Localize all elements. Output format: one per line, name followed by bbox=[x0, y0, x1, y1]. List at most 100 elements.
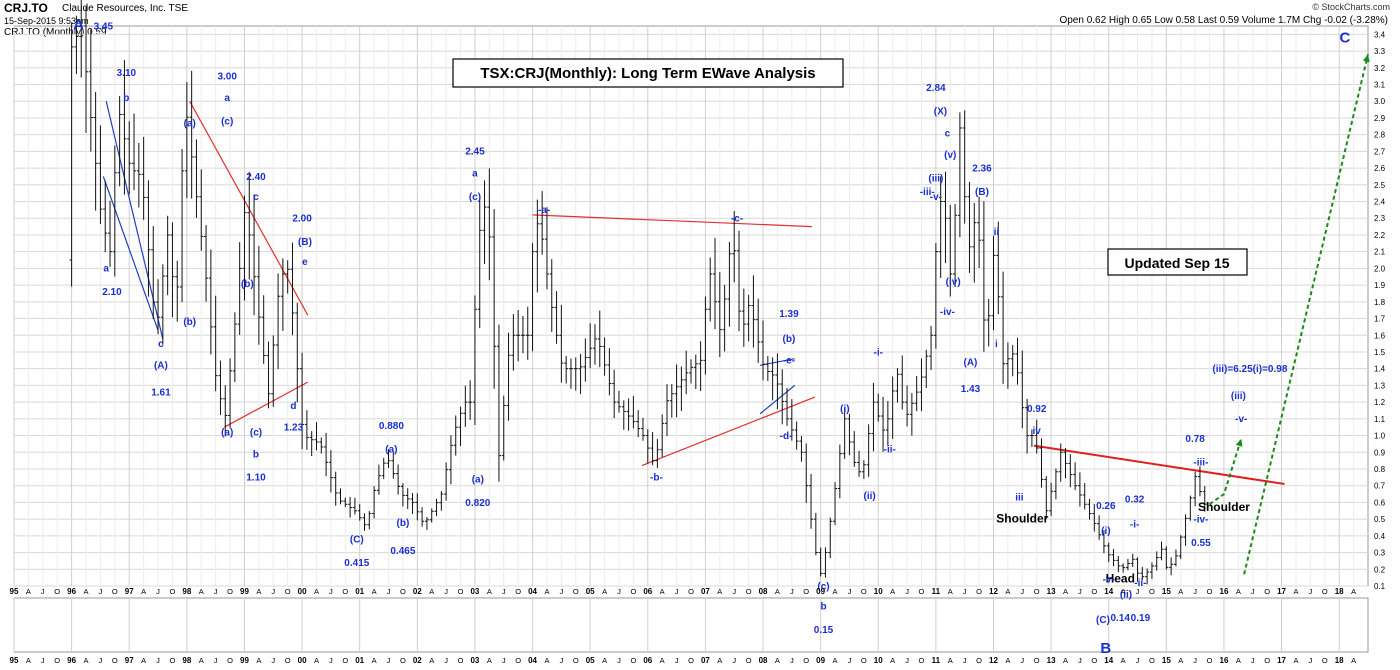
wave-label: a bbox=[472, 168, 478, 179]
wave-label: -ii- bbox=[1134, 578, 1146, 589]
x-year-label: 12 bbox=[989, 587, 998, 596]
wave-label: 2.00 bbox=[292, 214, 312, 225]
wave-label: (c) bbox=[469, 192, 481, 203]
x-quarter-label: O bbox=[342, 587, 348, 596]
x-quarter-label: A bbox=[544, 587, 549, 596]
wave-label: (a) bbox=[385, 444, 397, 455]
y-tick-label: 0.5 bbox=[1374, 515, 1386, 524]
x-quarter-label: J bbox=[214, 587, 218, 596]
x-quarter-label: J bbox=[675, 656, 679, 665]
x-year-label: 11 bbox=[932, 587, 941, 596]
wave-label: iii bbox=[1015, 493, 1024, 504]
x-quarter-label: A bbox=[26, 587, 31, 596]
wave-label: c bbox=[158, 339, 164, 350]
projection-line bbox=[1243, 54, 1369, 575]
x-quarter-label: O bbox=[976, 587, 982, 596]
x-year-label: 95 bbox=[10, 656, 19, 665]
x-quarter-label: A bbox=[1236, 587, 1241, 596]
x-quarter-label: O bbox=[803, 587, 809, 596]
x-quarter-label: J bbox=[1193, 656, 1197, 665]
x-quarter-label: A bbox=[660, 587, 665, 596]
y-tick-label: 2.9 bbox=[1374, 114, 1386, 123]
x-quarter-label: O bbox=[1322, 587, 1328, 596]
x-quarter-label: J bbox=[329, 587, 333, 596]
wave-label: (v) bbox=[944, 150, 956, 161]
wave-label: Shoulder bbox=[1198, 500, 1250, 514]
y-tick-label: 2.5 bbox=[1374, 181, 1386, 190]
x-quarter-label: A bbox=[1005, 587, 1010, 596]
x-quarter-label: O bbox=[1207, 656, 1213, 665]
x-quarter-label: A bbox=[487, 656, 492, 665]
x-year-label: 02 bbox=[413, 587, 422, 596]
x-year-label: 06 bbox=[643, 656, 652, 665]
x-quarter-label: A bbox=[1063, 656, 1068, 665]
x-quarter-label: A bbox=[544, 656, 549, 665]
x-year-label: 14 bbox=[1104, 587, 1113, 596]
x-year-label: 08 bbox=[759, 587, 768, 596]
x-year-label: 00 bbox=[298, 587, 307, 596]
wave-label: -a- bbox=[538, 205, 550, 216]
x-quarter-label: J bbox=[732, 656, 736, 665]
x-year-label: 02 bbox=[413, 656, 422, 665]
wave-label: -iv- bbox=[940, 307, 955, 318]
wave-label: (C) bbox=[350, 535, 364, 546]
wave-label: A bbox=[73, 16, 84, 33]
wave-label: c bbox=[253, 192, 259, 203]
wave-label: 0.26 bbox=[1096, 501, 1116, 512]
x-year-label: 05 bbox=[586, 587, 595, 596]
x-year-label: 07 bbox=[701, 656, 710, 665]
wave-label: Head bbox=[1106, 572, 1135, 586]
chart-title: TSX:CRJ(Monthly): Long Term EWave Analys… bbox=[480, 65, 815, 82]
wave-label: 0.92 bbox=[1027, 404, 1047, 415]
x-quarter-label: J bbox=[1136, 587, 1140, 596]
x-quarter-label: J bbox=[790, 656, 794, 665]
x-quarter-label: J bbox=[387, 656, 391, 665]
x-quarter-label: A bbox=[1293, 656, 1298, 665]
x-quarter-label: J bbox=[1309, 656, 1313, 665]
x-year-label: 18 bbox=[1335, 656, 1344, 665]
x-quarter-label: O bbox=[803, 656, 809, 665]
x-quarter-label: A bbox=[1121, 656, 1126, 665]
y-tick-label: 1.9 bbox=[1374, 281, 1386, 290]
y-tick-label: 1.3 bbox=[1374, 381, 1386, 390]
x-quarter-label: A bbox=[429, 587, 434, 596]
wave-label: e bbox=[302, 257, 308, 268]
wave-label: 0.15 bbox=[814, 625, 834, 636]
x-quarter-label: O bbox=[1091, 587, 1097, 596]
wave-label: 0.14 bbox=[1111, 613, 1131, 624]
x-year-label: 13 bbox=[1047, 656, 1056, 665]
y-tick-label: 1.1 bbox=[1374, 415, 1386, 424]
x-quarter-label: O bbox=[976, 656, 982, 665]
x-year-label: 01 bbox=[355, 587, 364, 596]
x-quarter-label: J bbox=[905, 656, 909, 665]
x-quarter-label: J bbox=[156, 656, 160, 665]
wave-label: (i) bbox=[840, 404, 849, 415]
x-quarter-label: O bbox=[1264, 656, 1270, 665]
x-year-label: 05 bbox=[586, 656, 595, 665]
x-quarter-label: A bbox=[199, 656, 204, 665]
wave-label: 0.820 bbox=[465, 498, 490, 509]
wave-label: (b) bbox=[183, 317, 196, 328]
wave-label: i bbox=[995, 339, 998, 350]
x-quarter-label: J bbox=[848, 656, 852, 665]
x-quarter-label: A bbox=[717, 656, 722, 665]
x-year-label: 11 bbox=[932, 656, 941, 665]
wave-label: -b- bbox=[650, 473, 663, 484]
x-quarter-label: J bbox=[502, 587, 506, 596]
wave-label: b bbox=[820, 601, 826, 612]
wave-label: C bbox=[1340, 30, 1351, 47]
y-tick-label: 1.4 bbox=[1374, 365, 1386, 374]
y-tick-label: 1.2 bbox=[1374, 398, 1386, 407]
quote-summary: Open 0.62 High 0.65 Low 0.58 Last 0.59 V… bbox=[1059, 15, 1388, 26]
x-year-label: 17 bbox=[1277, 587, 1286, 596]
x-quarter-label: J bbox=[559, 587, 563, 596]
x-quarter-label: J bbox=[1078, 587, 1082, 596]
x-year-label: 99 bbox=[240, 587, 249, 596]
x-quarter-label: O bbox=[861, 587, 867, 596]
wave-label: -iii- bbox=[1193, 458, 1208, 469]
x-quarter-label: J bbox=[156, 587, 160, 596]
x-year-label: 96 bbox=[67, 587, 76, 596]
wave-label: (a) bbox=[472, 474, 484, 485]
wave-label: (c) bbox=[250, 428, 262, 439]
